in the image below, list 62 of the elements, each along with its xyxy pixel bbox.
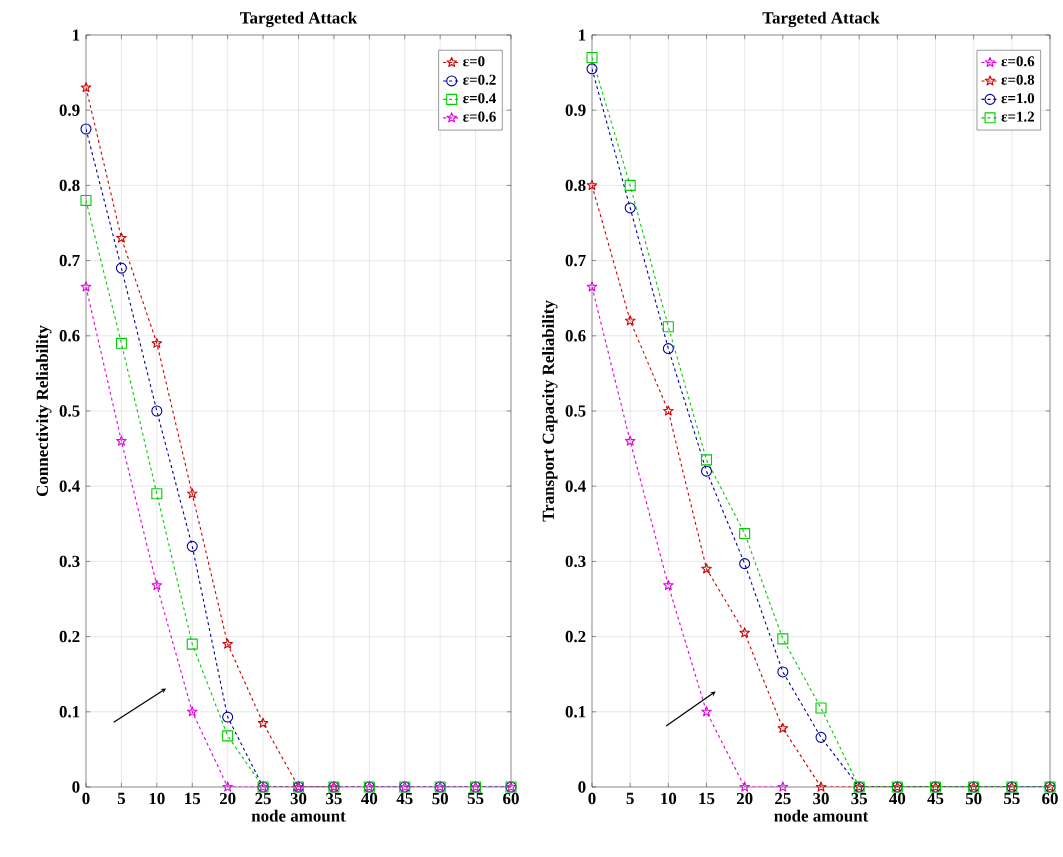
legend-label: ε=0.8 <box>1001 74 1035 85</box>
y-tick-label: 0.2 <box>59 630 80 643</box>
y-tick-label: 0.5 <box>565 405 586 417</box>
x-tick-label: 20 <box>219 792 236 805</box>
x-tick-label: 55 <box>467 792 484 805</box>
y-tick-label: 0.9 <box>565 104 586 116</box>
x-tick-label: 5 <box>626 792 634 805</box>
y-tick-label: 1 <box>579 29 586 41</box>
legend-label: ε=0.6 <box>463 111 496 122</box>
x-tick-label: 35 <box>851 792 868 805</box>
x-tick-label: 5 <box>117 792 126 805</box>
y-tick-label: 0.6 <box>565 330 586 342</box>
x-tick-label: 10 <box>149 792 165 805</box>
x-tick-label: 25 <box>775 792 791 805</box>
y-tick-label: 0 <box>72 781 80 793</box>
x-tick-label: 45 <box>396 792 413 805</box>
x-tick-label: 10 <box>661 792 677 805</box>
x-tick-label: 60 <box>503 792 519 805</box>
x-tick-label: 20 <box>736 792 753 805</box>
x-tick-label: 35 <box>326 792 342 805</box>
y-axis-title: Transport Capacity Reliability <box>542 300 558 522</box>
x-axis-title: node amount <box>251 809 346 822</box>
y-axis-title: Connectivity Reliability <box>36 325 52 497</box>
y-tick-label: 0.7 <box>565 254 586 267</box>
x-tick-label: 45 <box>927 792 944 805</box>
y-tick-label: 0.4 <box>565 480 586 492</box>
y-tick-label: 0.9 <box>59 104 80 116</box>
x-tick-label: 30 <box>290 792 307 805</box>
legend-label: ε=0.2 <box>463 74 496 85</box>
y-tick-label: 0.8 <box>565 179 586 192</box>
legend-label: ε=0.4 <box>463 93 497 104</box>
y-tick-label: 0.3 <box>565 555 586 568</box>
y-tick-label: 1 <box>73 29 80 41</box>
y-tick-label: 0.1 <box>565 706 586 718</box>
legend-label: ε=0.6 <box>1001 56 1035 67</box>
y-tick-label: 0.6 <box>59 330 80 342</box>
x-tick-label: 50 <box>432 792 448 805</box>
x-tick-label: 25 <box>255 792 271 805</box>
y-tick-label: 0.4 <box>59 480 80 492</box>
x-axis-title: node amount <box>774 809 869 822</box>
y-tick-label: 0.8 <box>59 179 80 192</box>
y-tick-label: 0.5 <box>59 405 80 417</box>
legend-label: ε=0 <box>463 56 485 67</box>
x-tick-label: 50 <box>965 792 982 805</box>
x-tick-label: 40 <box>889 792 906 805</box>
y-tick-label: 0.3 <box>59 555 80 568</box>
chart-title: Targeted Attack <box>762 11 880 28</box>
x-tick-label: 40 <box>361 792 378 805</box>
y-tick-label: 0.2 <box>565 630 586 643</box>
x-tick-label: 15 <box>699 792 715 805</box>
legend-label: ε=1.2 <box>1001 111 1035 122</box>
chart-title: Targeted Attack <box>240 11 358 28</box>
legend-label: ε=1.0 <box>1001 93 1035 104</box>
x-tick-label: 55 <box>1004 792 1020 805</box>
y-tick-label: 0 <box>578 781 586 793</box>
x-tick-label: 0 <box>82 792 90 805</box>
x-tick-label: 15 <box>185 792 201 805</box>
x-tick-label: 60 <box>1042 792 1058 805</box>
x-tick-label: 0 <box>588 792 596 805</box>
y-tick-label: 0.1 <box>59 706 80 718</box>
y-tick-label: 0.7 <box>59 254 80 267</box>
x-tick-label: 30 <box>813 792 829 805</box>
